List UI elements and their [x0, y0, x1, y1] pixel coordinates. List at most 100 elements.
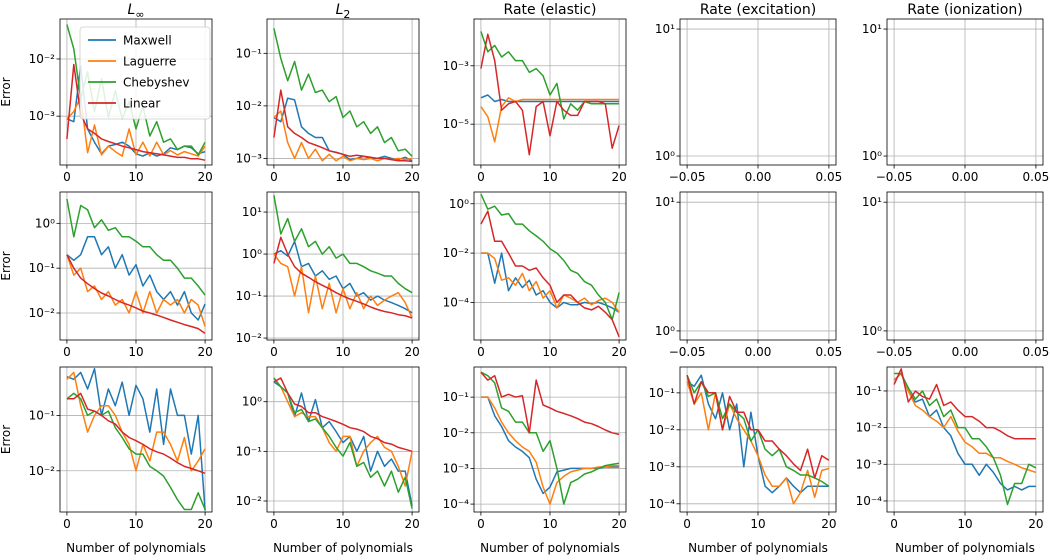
panel-title: L∞ [128, 2, 145, 21]
series-line-laguerre [273, 253, 413, 319]
x-tick-label: 0 [270, 170, 278, 184]
x-tick-label: 0 [63, 517, 71, 531]
panel-r2-c4: 0 10 20 10⁻⁴ 10⁻³ 10⁻² 10⁻¹ Number of polynomia… [856, 366, 1044, 555]
x-tick-label: 10 [335, 517, 350, 531]
x-tick-label: 10 [542, 517, 557, 531]
legend-label-maxwell: Maxwell [123, 34, 172, 48]
series-line-laguerre [686, 381, 830, 505]
x-tick-label: 0.05 [1023, 170, 1050, 184]
y-tick-label: 10⁻¹ [443, 390, 470, 404]
x-tick-label: 20 [197, 170, 212, 184]
series-line-linear [686, 375, 830, 479]
x-tick-label: 0 [270, 345, 278, 359]
panel-title: Rate (elastic) [504, 2, 597, 18]
y-tick-label: 10⁻⁴ [649, 497, 676, 511]
series-line-maxwell [480, 396, 620, 495]
x-tick-label: 10 [335, 170, 350, 184]
series-line-laguerre [893, 372, 1037, 474]
y-tick-label: 10⁻¹ [236, 444, 263, 458]
y-tick-label: 10⁻³ [236, 151, 263, 165]
y-tick-label: 10¹ [862, 195, 882, 209]
series-line-chebyshev [480, 193, 620, 321]
y-tick-label: 10⁰ [655, 324, 675, 338]
series-line-laguerre [480, 396, 620, 505]
series-line-linear [480, 371, 620, 436]
y-tick-label: 10⁻² [236, 331, 263, 345]
x-tick-label: 0.00 [952, 345, 979, 359]
y-tick-label: 10⁻² [236, 99, 263, 113]
y-tick-label: 10⁻² [649, 423, 676, 437]
y-tick-label: 10⁻³ [649, 460, 676, 474]
series-line-laguerre [480, 97, 620, 143]
x-tick-label: 20 [404, 345, 419, 359]
series-line-linear [273, 89, 413, 163]
panel-r1-c3: −0.05 0.00 0.05 10⁰ 10¹ [655, 191, 843, 359]
y-tick-label: 10⁰ [242, 395, 262, 409]
y-tick-label: 10¹ [862, 22, 882, 36]
y-tick-label: 10⁻² [29, 464, 56, 478]
y-tick-label: 10⁻¹ [856, 384, 883, 398]
series-line-linear [66, 254, 206, 335]
x-tick-label: 10 [128, 345, 143, 359]
legend-label-laguerre: Laguerre [123, 55, 176, 69]
series-line-chebyshev [480, 371, 620, 505]
y-tick-label: 10¹ [655, 22, 675, 36]
panel-title: Rate (excitation) [700, 2, 816, 18]
x-tick-label: 0 [683, 517, 691, 531]
y-tick-label: 10⁻² [443, 426, 470, 440]
series-line-laguerre [66, 95, 206, 157]
x-axis-label: Number of polynomials [273, 541, 413, 555]
x-tick-label: 0.05 [816, 345, 843, 359]
y-tick-label: 10⁻² [29, 52, 56, 66]
x-tick-label: 20 [821, 517, 836, 531]
x-tick-label: 10 [957, 517, 972, 531]
legend: Maxwell Laguerre Chebyshev Linear [79, 26, 211, 120]
x-tick-label: 10 [750, 517, 765, 531]
x-tick-label: −0.05 [876, 170, 913, 184]
y-tick-label: 10⁻² [29, 306, 56, 320]
y-tick-label: 10⁻² [443, 246, 470, 260]
y-tick-label: 10⁻⁴ [443, 497, 470, 511]
x-tick-label: 0 [477, 170, 485, 184]
panel-r2-c1: 0 10 20 10⁻² 10⁻¹ 10⁰ Number of polynomials [236, 366, 420, 555]
panel-r2-c0: 0 10 20 10⁻² 10⁻¹ Error Number of polynomials [0, 366, 213, 555]
x-tick-label: 0.05 [1023, 345, 1050, 359]
x-tick-label: 20 [404, 517, 419, 531]
series-line-chebyshev [273, 377, 413, 509]
series-line-chebyshev [66, 198, 206, 296]
y-axis-label: Error [0, 425, 13, 454]
x-tick-label: 0.00 [745, 170, 772, 184]
y-tick-label: 10⁰ [862, 149, 882, 163]
x-tick-label: 0 [63, 345, 71, 359]
series-line-maxwell [66, 367, 206, 511]
y-tick-label: 10⁻³ [443, 59, 470, 73]
x-tick-label: 20 [611, 170, 626, 184]
legend-box [79, 26, 211, 120]
x-tick-label: 0.05 [816, 170, 843, 184]
series-line-linear [480, 33, 620, 156]
x-tick-label: −0.05 [669, 345, 706, 359]
panel-r2-c3: 0 10 20 10⁻⁴ 10⁻³ 10⁻² 10⁻¹ Number of polynomia… [649, 366, 837, 555]
y-axis-label: Error [0, 251, 13, 280]
x-tick-label: 10 [335, 345, 350, 359]
series-line-laguerre [66, 371, 206, 472]
panel-r2-c2: 0 10 20 10⁻⁴ 10⁻³ 10⁻² 10⁻¹ Number of polynomia… [443, 366, 627, 555]
x-axis-label: Number of polynomials [895, 541, 1035, 555]
x-tick-label: −0.05 [876, 345, 913, 359]
x-axis-label: Number of polynomials [66, 541, 206, 555]
series-line-maxwell [66, 236, 206, 321]
series-line-linear [66, 392, 206, 475]
y-tick-label: 10¹ [655, 195, 675, 209]
series-line-chebyshev [894, 372, 1037, 506]
panel-r0-c1: 0 10 20 10⁻³ 10⁻² 10⁻¹ L2 [236, 2, 420, 184]
series-line-laguerre [66, 254, 206, 327]
x-tick-label: 0.00 [745, 345, 772, 359]
series-line-linear [893, 368, 1036, 440]
x-tick-label: 20 [1028, 517, 1043, 531]
x-tick-label: 0 [477, 517, 485, 531]
series-line-laguerre [480, 252, 620, 313]
y-tick-label: 10¹ [242, 205, 262, 219]
y-tick-label: 10⁻¹ [29, 261, 56, 275]
series-line-maxwell [273, 381, 413, 506]
